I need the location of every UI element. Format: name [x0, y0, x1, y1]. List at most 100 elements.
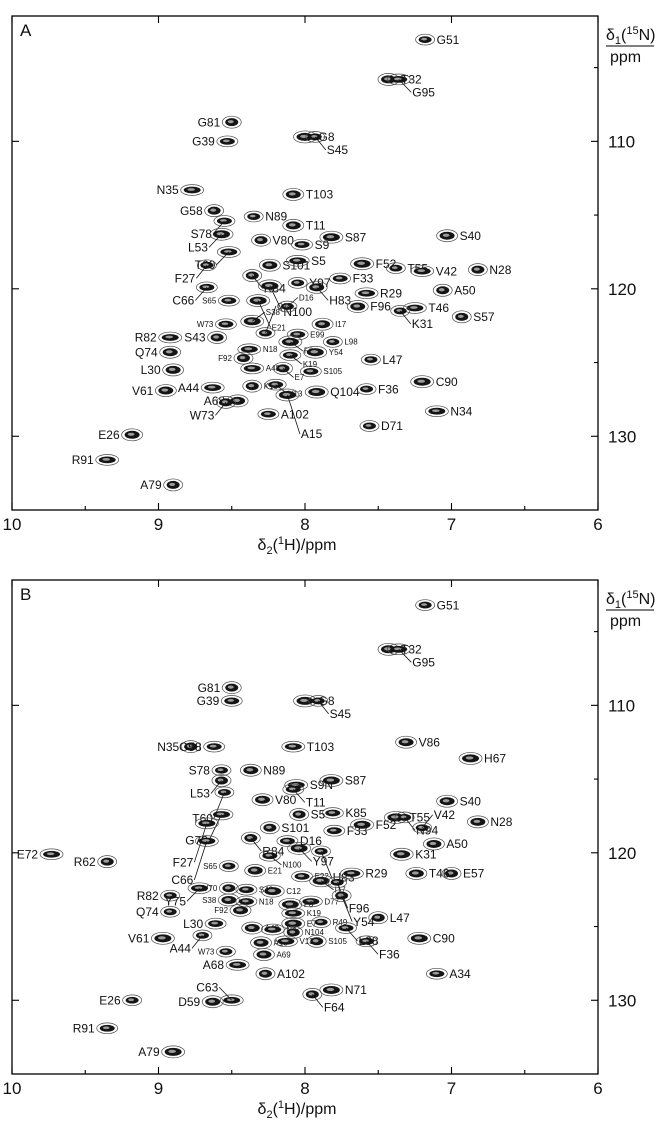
- peak-label-f96: F96: [370, 300, 391, 314]
- peak-label-y97: Y97: [313, 855, 335, 869]
- peak-highlight: [288, 223, 296, 227]
- peak-contour: [423, 837, 445, 851]
- peak-contour: [281, 907, 306, 920]
- peak-label-s9: S9: [315, 238, 330, 252]
- peak-h67: [458, 752, 483, 765]
- peak-n28: [467, 815, 489, 829]
- peak-contour: [257, 279, 282, 293]
- peak-contour: [305, 280, 328, 294]
- peak-leader-line: [282, 368, 294, 378]
- y-axis-title: δ1(15N): [606, 589, 656, 611]
- peak-f52: [350, 818, 374, 832]
- peak-highlight: [410, 306, 418, 309]
- peak-label-a50: A50: [454, 283, 476, 297]
- peak-leader-line: [191, 935, 203, 949]
- peak-contour: [327, 876, 348, 889]
- panel-label: A: [20, 21, 32, 40]
- peak-leader-line: [287, 297, 299, 307]
- peak-contour: [303, 345, 328, 359]
- peak-f92: [233, 351, 254, 365]
- peak-contour: [425, 405, 449, 417]
- peak-highlight: [265, 283, 273, 287]
- peak-highlight: [297, 242, 305, 246]
- peak-highlight: [165, 350, 173, 354]
- peak-highlight: [217, 778, 224, 782]
- peak-i17: [311, 317, 334, 331]
- peak-label-w73: W73: [197, 320, 214, 329]
- peak-highlight: [396, 852, 405, 856]
- peak-highlight: [248, 273, 255, 277]
- peak-contour: [259, 821, 280, 835]
- peak-contour: [467, 815, 489, 829]
- peak-contour: [277, 300, 298, 313]
- peak-v13: [274, 935, 298, 948]
- x-axis-title: δ2(1H)/ppm: [258, 535, 337, 557]
- peak-t103: [281, 740, 306, 753]
- peak-contour: [204, 204, 225, 218]
- peak-highlight: [224, 298, 232, 302]
- peak-highlight: [165, 335, 174, 339]
- peak-contour: [407, 931, 432, 945]
- peak-contour: [96, 1022, 119, 1035]
- peak-label-s40: S40: [460, 794, 482, 808]
- peak-n104: [283, 926, 304, 939]
- peak-highlight: [257, 238, 263, 242]
- peak-contour: [390, 305, 411, 317]
- peak-highlight: [442, 799, 450, 803]
- peak-highlight: [247, 366, 256, 370]
- peak-f96: [346, 300, 369, 313]
- peak-contour: [221, 681, 242, 694]
- peak-label-d16: D16: [299, 293, 314, 302]
- peak-label-r62: R62: [74, 855, 96, 869]
- peak-highlight: [421, 37, 428, 41]
- peak-r29: [340, 867, 364, 880]
- peak-label-c66: C66: [172, 294, 194, 308]
- peak-label-v61: V61: [128, 932, 150, 946]
- peak-contour: [229, 903, 252, 917]
- peak-contour: [192, 929, 213, 942]
- peak-label-q74: Q74: [136, 905, 159, 919]
- peak-g95: [386, 643, 411, 656]
- peak-highlight: [310, 350, 319, 354]
- peak-highlight: [282, 392, 291, 397]
- peak-v70: [218, 881, 239, 895]
- peak-highlight: [318, 322, 325, 326]
- peak-highlight: [347, 871, 355, 875]
- peak-contour: [158, 331, 183, 344]
- peak-a50: [423, 837, 445, 851]
- peak-label-e21: E21: [272, 323, 287, 332]
- peak-label-k31: K31: [412, 317, 434, 331]
- peak-contour: [282, 783, 305, 796]
- peak-label-f96: F96: [349, 901, 370, 915]
- peak-highlight: [211, 921, 219, 925]
- peak-leader-line: [208, 233, 222, 248]
- peak-highlight: [250, 868, 258, 872]
- x-tick-label: 10: [3, 515, 22, 534]
- peak-contour: [207, 331, 227, 344]
- peak-contour: [258, 258, 281, 272]
- peak-highlight: [285, 902, 294, 906]
- peak-highlight: [246, 835, 253, 840]
- peak-k19: [281, 907, 306, 920]
- peak-label-a79: A79: [140, 478, 162, 492]
- peak-label-e99: E99: [310, 330, 325, 339]
- peak-label-g81: G81: [198, 681, 221, 695]
- peak-highlight: [220, 790, 227, 794]
- peak-contour: [217, 294, 240, 307]
- peak-contour: [194, 817, 219, 830]
- peak-highlight: [246, 768, 254, 772]
- peak-contour: [121, 428, 143, 442]
- peak-highlight: [261, 971, 268, 975]
- peak-highlight: [438, 288, 445, 292]
- peak-label-e7: E7: [295, 373, 305, 382]
- peak-highlight: [432, 971, 440, 975]
- panel-a: A 10 9 8 7 6 110 120 130 δ2(1H)/ppm δ1(15N) ppm G51 T…: [3, 15, 656, 557]
- peak-leader-line: [421, 814, 434, 828]
- peak-contour: [287, 277, 308, 289]
- peak-contour: [255, 967, 276, 981]
- x-tick-label: 6: [593, 1079, 602, 1098]
- peak-highlight: [294, 846, 302, 850]
- peak-label-g95: G95: [412, 656, 435, 670]
- peak-label-r29: R29: [380, 286, 402, 300]
- peak-contour: [274, 935, 298, 948]
